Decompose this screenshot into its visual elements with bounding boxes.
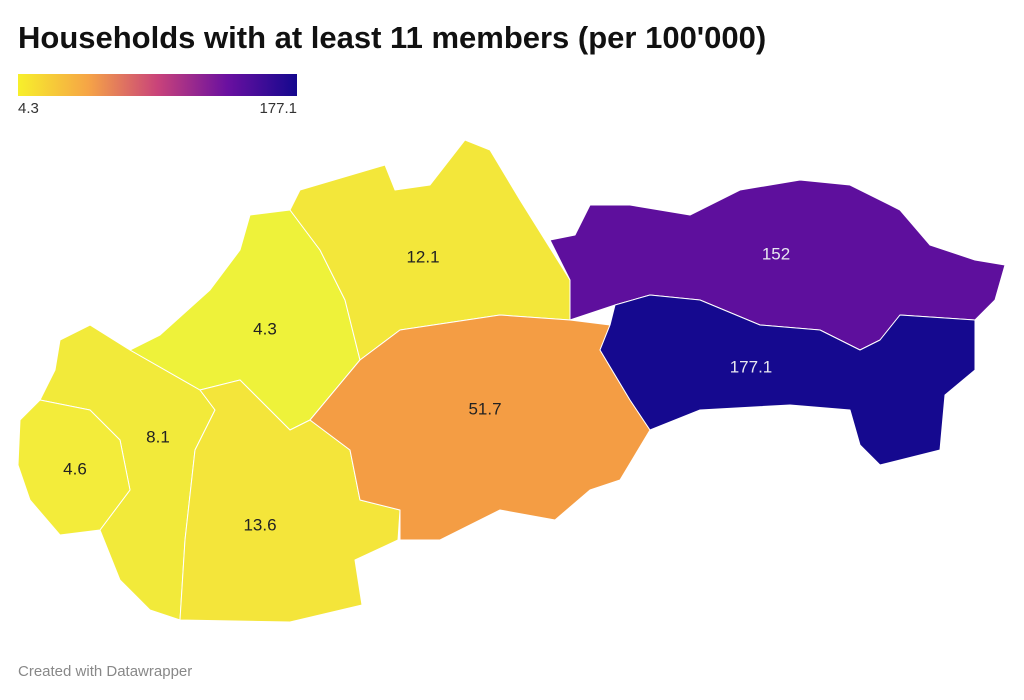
map <box>17 139 1006 623</box>
footer: Created with Datawrapper <box>18 663 192 680</box>
region-label: 12.1 <box>406 247 439 266</box>
region <box>599 294 976 466</box>
region-label: 152 <box>762 244 790 263</box>
region <box>289 139 571 361</box>
region-label: 8.1 <box>146 427 170 446</box>
legend-bar <box>18 74 297 96</box>
region-label: 177.1 <box>730 357 773 376</box>
title: Households with at least 11 members (per… <box>18 20 766 55</box>
legend-max: 177.1 <box>259 100 297 117</box>
region-label: 4.6 <box>63 459 87 478</box>
legend-min: 4.3 <box>18 100 39 117</box>
region-label: 13.6 <box>243 515 276 534</box>
region <box>17 399 131 536</box>
region <box>179 379 401 623</box>
region-label: 51.7 <box>468 399 501 418</box>
region-label: 4.3 <box>253 319 277 338</box>
